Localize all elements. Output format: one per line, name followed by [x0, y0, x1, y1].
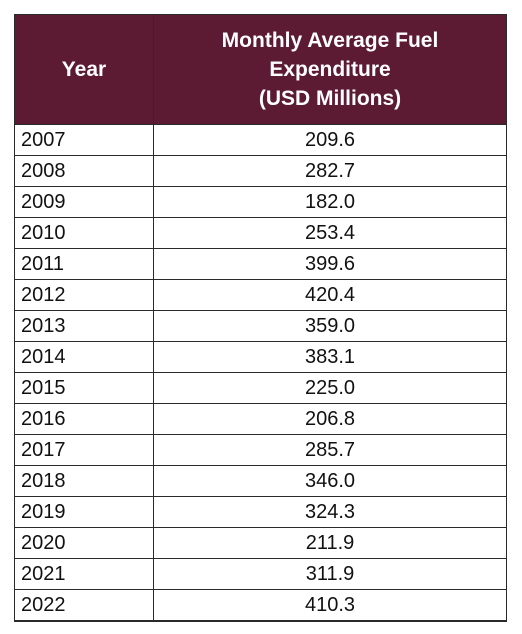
table-row: 2010 253.4 [14, 217, 507, 249]
year-cell: 2020 [14, 527, 154, 559]
table-row: 2009 182.0 [14, 186, 507, 218]
table-container: Year Monthly Average Fuel Expenditure (U… [14, 14, 507, 622]
fuel-expenditure-cell: 324.3 [153, 496, 507, 528]
fuel-expenditure-cell: 211.9 [153, 527, 507, 559]
table-row: 2013 359.0 [14, 310, 507, 342]
header-fuel-expenditure: Monthly Average Fuel Expenditure (USD Mi… [153, 14, 507, 125]
fuel-expenditure-cell: 282.7 [153, 155, 507, 187]
table-row: 2016 206.8 [14, 403, 507, 435]
header-line-1: Monthly Average Fuel [221, 29, 439, 52]
table-row: 2022 410.3 [14, 589, 507, 622]
table-row: 2011 399.6 [14, 248, 507, 280]
table-header: Year Monthly Average Fuel Expenditure (U… [14, 14, 507, 125]
fuel-expenditure-cell: 209.6 [153, 124, 507, 156]
fuel-expenditure-cell: 383.1 [153, 341, 507, 373]
year-cell: 2015 [14, 372, 154, 404]
table-row: 2014 383.1 [14, 341, 507, 373]
table-row: 2021 311.9 [14, 558, 507, 590]
table-body: 2007 209.6 2008 282.7 2009 182.0 2010 253.4 2011… [14, 124, 507, 622]
year-cell: 2022 [14, 589, 154, 622]
fuel-expenditure-table: Year Monthly Average Fuel Expenditure (U… [14, 14, 507, 622]
fuel-expenditure-cell: 182.0 [153, 186, 507, 218]
year-cell: 2019 [14, 496, 154, 528]
table-row: 2012 420.4 [14, 279, 507, 311]
fuel-expenditure-cell: 399.6 [153, 248, 507, 280]
table-row: 2020 211.9 [14, 527, 507, 559]
fuel-expenditure-cell: 346.0 [153, 465, 507, 497]
fuel-expenditure-cell: 225.0 [153, 372, 507, 404]
table-row: 2019 324.3 [14, 496, 507, 528]
year-cell: 2013 [14, 310, 154, 342]
fuel-expenditure-cell: 410.3 [153, 589, 507, 622]
year-cell: 2008 [14, 155, 154, 187]
fuel-expenditure-cell: 285.7 [153, 434, 507, 466]
year-cell: 2014 [14, 341, 154, 373]
year-cell: 2021 [14, 558, 154, 590]
year-cell: 2011 [14, 248, 154, 280]
table-row: 2017 285.7 [14, 434, 507, 466]
header-year: Year [14, 14, 154, 125]
table-row: 2015 225.0 [14, 372, 507, 404]
fuel-expenditure-cell: 206.8 [153, 403, 507, 435]
table-row: 2008 282.7 [14, 155, 507, 187]
year-cell: 2010 [14, 217, 154, 249]
fuel-expenditure-cell: 420.4 [153, 279, 507, 311]
year-cell: 2016 [14, 403, 154, 435]
header-line-3: (USD Millions) [258, 87, 402, 110]
year-cell: 2012 [14, 279, 154, 311]
table-row: 2018 346.0 [14, 465, 507, 497]
year-cell: 2009 [14, 186, 154, 218]
fuel-expenditure-cell: 253.4 [153, 217, 507, 249]
year-cell: 2007 [14, 124, 154, 156]
year-cell: 2017 [14, 434, 154, 466]
year-cell: 2018 [14, 465, 154, 497]
fuel-expenditure-cell: 359.0 [153, 310, 507, 342]
header-line-2: Expenditure [269, 58, 391, 81]
fuel-expenditure-cell: 311.9 [153, 558, 507, 590]
header-row: Year Monthly Average Fuel Expenditure (U… [14, 14, 507, 125]
table-row: 2007 209.6 [14, 124, 507, 156]
